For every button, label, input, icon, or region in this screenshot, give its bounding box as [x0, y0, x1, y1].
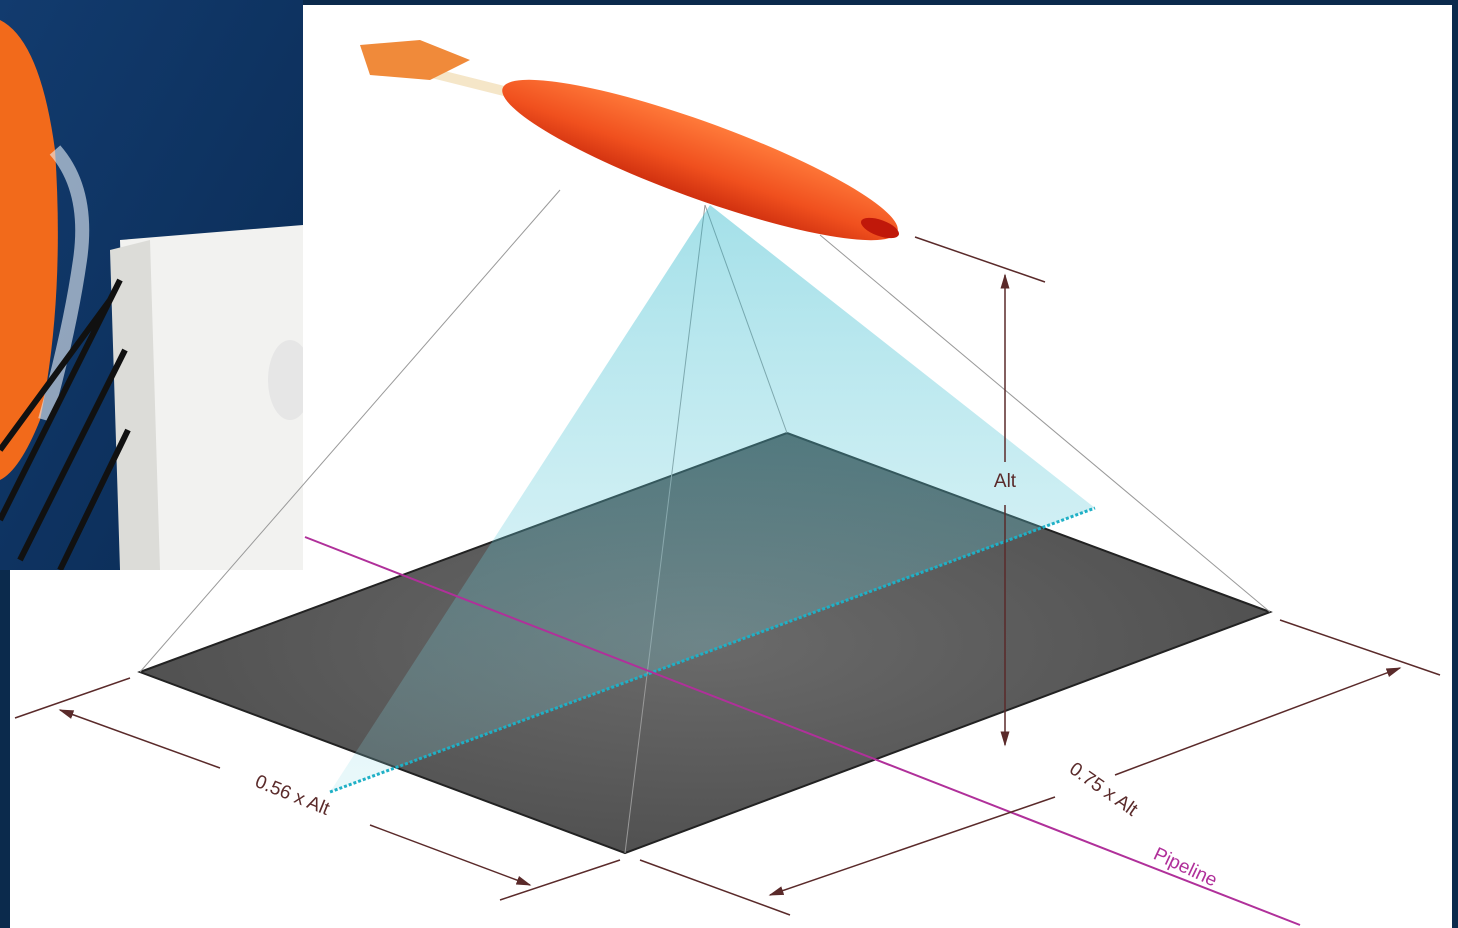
- pipeline-line: [304, 536, 1301, 926]
- sonar-fan: [329, 205, 1096, 794]
- auv: [360, 40, 899, 241]
- photo: [0, 0, 312, 572]
- dimension-lines: [14, 236, 1441, 916]
- altitude-label: Alt: [994, 471, 1017, 492]
